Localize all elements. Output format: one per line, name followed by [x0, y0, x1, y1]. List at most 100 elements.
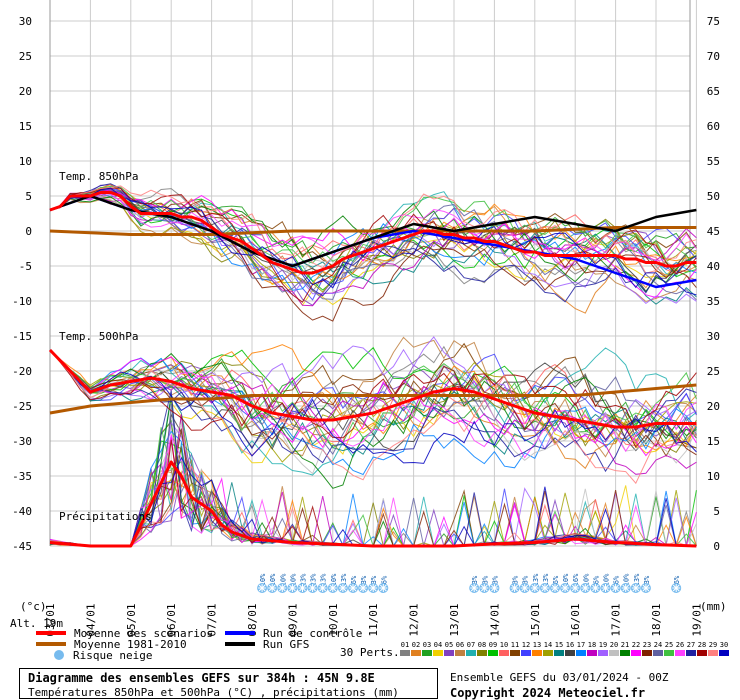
x-tick: 14/01	[488, 603, 501, 636]
snow-flake-glyph	[338, 584, 347, 592]
snow-flake-glyph	[349, 584, 357, 592]
snow-pct: 3%	[522, 575, 530, 584]
label-t850: Temp. 850hPa	[59, 170, 138, 183]
pert-number: 12	[522, 641, 530, 649]
y-left-tick: 5	[25, 190, 32, 203]
pert-line-500	[49, 349, 697, 457]
snow-pct: 23%	[300, 573, 308, 586]
y-right-unit: (mm)	[700, 600, 727, 613]
x-tick: 11/01	[367, 603, 380, 636]
x-tick: 04/01	[84, 603, 97, 636]
snow-pct: 23%	[310, 573, 318, 586]
x-tick: 05/01	[125, 603, 138, 636]
y-left-tick: 30	[19, 15, 32, 28]
pert-number: 16	[566, 641, 574, 649]
pert-swatch	[664, 650, 674, 656]
pert-number: 14	[544, 641, 552, 649]
legend-label: Run de contrôle	[263, 627, 362, 640]
snow-pct: 13%	[340, 573, 348, 586]
pert-number: 15	[555, 641, 563, 649]
snow-flake-glyph	[369, 584, 378, 592]
x-axis: 03/01 04/01 05/01 06/01 07/01 08/01 09/01 10/01…	[10, 600, 727, 637]
pert-swatch	[400, 650, 410, 656]
pert-number: 27	[687, 641, 695, 649]
pert-number: 21	[621, 641, 629, 649]
pert-number: 28	[698, 641, 706, 649]
pert-swatch	[477, 650, 487, 656]
legend-label: Run GFS	[263, 638, 309, 651]
y-left-unit: (°c)	[20, 600, 47, 613]
y-left-tick: -10	[12, 295, 32, 308]
pert-number: 10	[500, 641, 508, 649]
pert-number: 25	[665, 641, 673, 649]
pert-number: 23	[643, 641, 651, 649]
y-left-tick: 15	[19, 120, 32, 133]
snow-pct: 3%	[471, 575, 479, 584]
pert-swatch	[719, 650, 729, 656]
y-left-tick: -30	[12, 435, 32, 448]
snow-flake-glyph	[318, 584, 327, 592]
snow-pct: 13%	[532, 573, 540, 586]
snow-pct: 3%	[481, 575, 489, 584]
y-right-tick: 55	[707, 155, 720, 168]
pert-line-500	[49, 349, 697, 464]
snow-flake-glyph	[581, 584, 590, 592]
copyright: Copyright 2024 Meteociel.fr	[450, 686, 646, 700]
pert-swatch	[697, 650, 707, 656]
pert-swatch	[499, 650, 509, 656]
panel-labels: Temp. 850hPa Temp. 500hPa Précipitations	[59, 170, 152, 523]
x-tick: 08/01	[246, 603, 259, 636]
snow-pct: 10%	[562, 573, 570, 586]
snow-pct: 6%	[673, 575, 681, 584]
pert-swatch	[620, 650, 630, 656]
snow-flake-glyph	[520, 584, 529, 592]
y-left-tick: -15	[12, 330, 32, 343]
pert-swatch	[642, 650, 652, 656]
y-right-tick: 0	[713, 540, 720, 553]
x-tick: 10/01	[327, 603, 340, 636]
x-tick: 15/01	[529, 603, 542, 636]
pert-number: 24	[654, 641, 662, 649]
snow-flake-glyph	[672, 584, 681, 592]
snow-flake-glyph	[288, 584, 297, 592]
pert-number: 06	[456, 641, 464, 649]
pert-swatch	[587, 650, 597, 656]
pert-line-500	[49, 349, 697, 485]
perts-label: 30 Perts.	[340, 646, 400, 659]
y-left-tick: -40	[12, 505, 32, 518]
legend-label: Moyenne des scénarios	[74, 627, 213, 640]
pert-number: 02	[412, 641, 420, 649]
series-line-precip	[49, 460, 697, 548]
y-left-tick: -45	[12, 540, 32, 553]
snow-pct: 10%	[269, 573, 277, 586]
series-line-t500	[49, 383, 697, 415]
y-right-tick: 5	[713, 505, 720, 518]
snow-pct: 6%	[592, 575, 600, 584]
x-tick: 13/01	[448, 603, 461, 636]
pert-line-500	[49, 349, 697, 452]
pert-swatch	[598, 650, 608, 656]
pert-swatch	[609, 650, 619, 656]
pert-line-850	[49, 188, 697, 301]
pert-swatch	[488, 650, 498, 656]
pert-swatch	[653, 650, 663, 656]
y-left-tick: -35	[12, 470, 32, 483]
y-right-tick: 25	[707, 365, 720, 378]
y-right-tick: 70	[707, 50, 720, 63]
snow-pct: 6%	[552, 575, 560, 584]
pert-swatch	[411, 650, 421, 656]
pert-swatch	[708, 650, 718, 656]
snow-flake-glyph	[298, 584, 307, 592]
snow-pct: 10%	[623, 573, 631, 586]
label-t500: Temp. 500hPa	[59, 330, 138, 343]
pert-line-500	[49, 342, 697, 457]
legend-label: Risque neige	[73, 649, 152, 662]
x-tick: 03/01	[44, 603, 57, 636]
pert-swatch	[455, 650, 465, 656]
x-tick: 09/01	[286, 603, 299, 636]
y-left-tick: -25	[12, 400, 32, 413]
snow-pct: 16%	[572, 573, 580, 586]
snow-flake-glyph	[258, 584, 267, 592]
